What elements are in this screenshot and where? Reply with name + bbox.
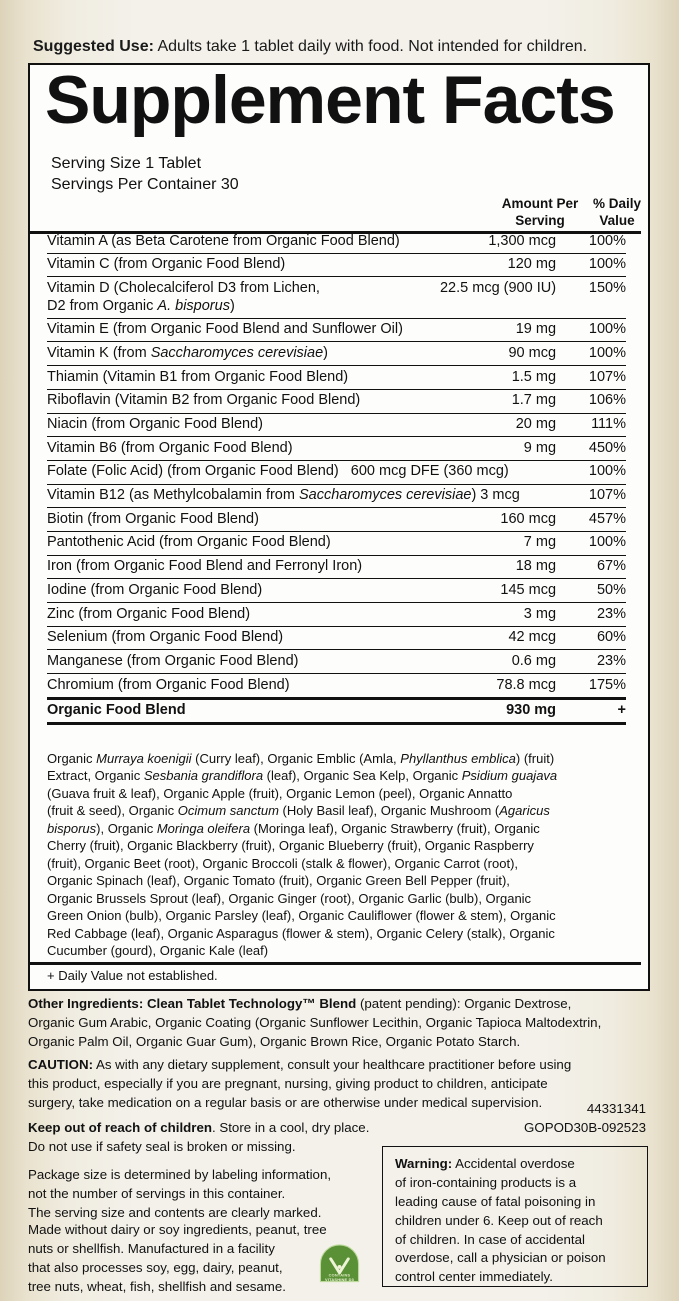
svg-text:VITASHINE D3: VITASHINE D3 [325,1277,355,1282]
